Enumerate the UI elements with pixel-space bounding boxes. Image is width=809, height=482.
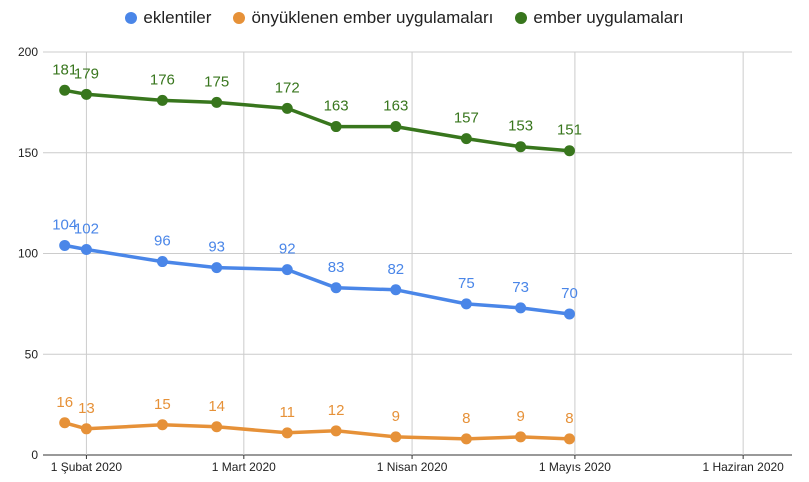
- series-1-point-3: [211, 421, 223, 433]
- series-0-data-label-3: 93: [208, 239, 225, 256]
- series-2-point-8: [515, 141, 527, 153]
- series-0-data-label-8: 73: [512, 279, 529, 296]
- series-1-data-label-8: 9: [516, 408, 524, 425]
- series-2-data-label-5: 163: [324, 98, 349, 115]
- series-2-data-label-2: 176: [150, 71, 175, 88]
- series-2-data-label-9: 151: [557, 122, 582, 139]
- legend-marker-0: [125, 12, 138, 24]
- series-0-data-label-4: 92: [279, 241, 296, 258]
- series-1-data-label-0: 16: [56, 394, 73, 411]
- series-2-data-label-1: 179: [74, 65, 99, 82]
- series-1-point-2: [156, 419, 168, 431]
- series-line-1: [62, 421, 572, 441]
- series-1-data-label-2: 15: [154, 396, 171, 413]
- y-tick-label-2: 100: [18, 247, 38, 261]
- series-0-point-5: [330, 282, 342, 294]
- y-tick-label-0: 0: [31, 448, 38, 462]
- series-2-point-4: [281, 102, 293, 114]
- series-0-point-6: [390, 284, 402, 296]
- series-0-data-label-6: 82: [387, 261, 404, 278]
- series-0-point-8: [515, 302, 527, 314]
- series-1-point-1: [80, 423, 92, 435]
- y-tick-label-3: 150: [18, 146, 38, 160]
- series-2-point-0: [59, 84, 71, 96]
- series-0-point-0: [59, 239, 71, 251]
- series-0-point-2: [156, 256, 168, 268]
- y-tick-label-4: 200: [18, 45, 38, 59]
- series-0-point-3: [211, 262, 223, 274]
- series-2-point-3: [211, 96, 223, 108]
- series-2-point-7: [460, 133, 472, 145]
- series-1-point-5: [330, 425, 342, 437]
- legend-item-0: eklentiler: [125, 8, 211, 28]
- legend-item-2: ember uygulamaları: [515, 8, 684, 28]
- series-1-point-0: [59, 417, 71, 429]
- series-2-point-2: [156, 94, 168, 106]
- series-0-data-label-9: 70: [561, 285, 578, 302]
- series-0-data-label-2: 96: [154, 233, 171, 250]
- legend-marker-1: [233, 12, 246, 24]
- series-1-data-label-1: 13: [78, 400, 95, 417]
- series-1-data-label-7: 8: [462, 410, 470, 427]
- series-line-0: [62, 243, 572, 316]
- series-2-point-1: [80, 88, 92, 100]
- series-1-data-label-9: 8: [565, 410, 573, 427]
- series-0-data-label-5: 83: [328, 259, 345, 276]
- series-1-point-6: [390, 431, 402, 443]
- series-2-data-label-7: 157: [454, 110, 479, 127]
- chart-legend: eklentiler önyüklenen ember uygulamaları e…: [0, 6, 809, 30]
- series-0-data-label-0: 104: [52, 216, 77, 233]
- legend-label-0: eklentiler: [143, 8, 212, 27]
- x-tick-label-4: 1 Haziran 2020: [702, 460, 784, 474]
- legend-marker-2: [515, 12, 528, 24]
- series-2-point-9: [563, 145, 575, 157]
- series-1-data-label-5: 12: [328, 402, 345, 419]
- series-line-2: [62, 88, 572, 153]
- series-1-point-8: [515, 431, 527, 443]
- series-1-data-label-4: 11: [279, 404, 295, 421]
- series-2-point-5: [330, 121, 342, 133]
- series-0-data-label-1: 102: [74, 220, 99, 237]
- series-0-data-label-7: 75: [458, 275, 475, 292]
- y-tick-label-1: 50: [25, 347, 39, 361]
- series-1-data-label-3: 14: [208, 398, 225, 415]
- series-0-point-4: [281, 264, 293, 276]
- series-1-point-9: [563, 433, 575, 445]
- series-0-point-1: [80, 243, 92, 255]
- series-2-data-label-3: 175: [204, 73, 229, 90]
- series-2-data-label-0: 181: [52, 61, 77, 78]
- legend-item-1: önyüklenen ember uygulamaları: [233, 8, 493, 28]
- series-1-point-7: [460, 433, 472, 445]
- series-0-point-9: [563, 308, 575, 320]
- series-2-data-label-4: 172: [275, 79, 300, 96]
- series-0-point-7: [460, 298, 472, 310]
- series-2-data-label-6: 163: [383, 98, 408, 115]
- series-2-data-label-8: 153: [508, 118, 533, 135]
- x-tick-label-3: 1 Mayıs 2020: [539, 460, 611, 474]
- series-1-point-4: [281, 427, 293, 439]
- x-tick-label-2: 1 Nisan 2020: [377, 460, 448, 474]
- legend-label-2: ember uygulamaları: [533, 8, 684, 27]
- x-tick-label-1: 1 Mart 2020: [212, 460, 276, 474]
- x-tick-label-0: 1 Şubat 2020: [51, 460, 123, 474]
- legend-label-1: önyüklenen ember uygulamaları: [251, 8, 494, 27]
- series-2-point-6: [390, 121, 402, 133]
- series-1-data-label-6: 9: [392, 408, 400, 425]
